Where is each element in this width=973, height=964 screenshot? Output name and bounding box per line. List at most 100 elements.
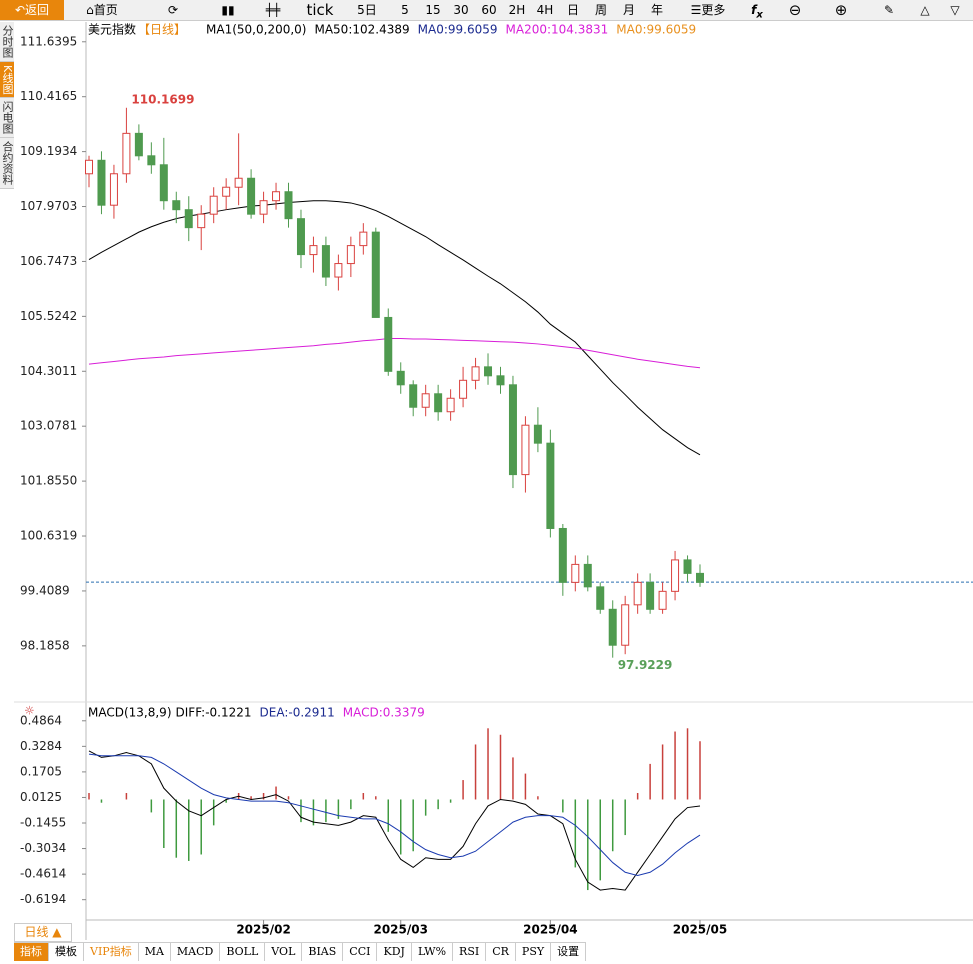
period-button[interactable]: 15 — [425, 3, 441, 17]
candle-body — [359, 231, 368, 247]
candle-body — [172, 200, 181, 211]
draw-icon[interactable]: ✎ — [883, 3, 895, 17]
indicator-tab[interactable]: RSI — [453, 943, 487, 961]
y-tick-label: 107.9703 — [20, 199, 77, 213]
more-button[interactable]: ☰更多 — [690, 3, 726, 17]
candle-body — [546, 442, 555, 529]
side-tab[interactable]: 分时图 — [0, 22, 14, 62]
candle-body — [646, 581, 655, 610]
zoom-out-icon[interactable]: ⊖ — [788, 1, 802, 19]
candle-body — [621, 604, 630, 646]
indicator-tab[interactable]: VIP指标 — [84, 943, 139, 961]
candle-body — [508, 384, 517, 476]
period-button[interactable]: 4H — [536, 3, 554, 17]
candle-body — [533, 424, 542, 444]
period-button[interactable]: 月 — [622, 3, 635, 17]
y-tick-label: 103.0781 — [20, 419, 77, 433]
y-tick-label: 98.1858 — [20, 638, 70, 652]
home-button[interactable]: ⌂首页 — [86, 3, 118, 17]
candle-body — [421, 393, 430, 408]
x-tick-label: 2025/04 — [523, 923, 577, 937]
period-button[interactable]: 日线 ▲ — [14, 923, 72, 942]
candle-body — [222, 186, 231, 197]
legend-entry: MA50:102.4389 — [314, 23, 409, 37]
label: 更多 — [701, 3, 726, 17]
refresh-icon[interactable]: ⟳ — [167, 3, 179, 17]
candle-body — [583, 563, 592, 588]
side-tab[interactable]: 闪电图 — [0, 98, 14, 139]
y-tick-label: 109.1934 — [20, 144, 77, 158]
candle-body — [134, 132, 143, 157]
candle-body — [558, 527, 567, 583]
label: 首页 — [93, 3, 118, 17]
candle-body — [683, 559, 692, 574]
y-tick-label: 0.0125 — [20, 790, 62, 804]
y-tick-label: -0.6194 — [20, 892, 66, 906]
indicator-tab[interactable]: BIAS — [302, 943, 344, 961]
candle-body — [409, 384, 418, 408]
indicator-tabs: 指标 模板 VIP指标 MA MACD BOLL VOL BIAS CCI KDJ LW% RSI CR… — [14, 942, 587, 961]
indicator-tab[interactable]: 模板 — [49, 943, 84, 961]
y-tick-label: 99.4089 — [20, 583, 70, 597]
indicator-tab[interactable]: CR — [486, 943, 516, 961]
y-tick-label: 111.6395 — [20, 34, 77, 48]
chart: ☼ 111.6395 110.4165 109.1934 107.9703 106.74… — [14, 22, 973, 940]
period-label: 【日线】 — [138, 23, 186, 37]
indicator-tab[interactable]: CCI — [343, 943, 378, 961]
y-tick-label: 106.7473 — [20, 254, 77, 268]
period-button[interactable]: 5日 — [357, 3, 377, 17]
bar-icon[interactable]: ▮▮ — [221, 3, 235, 17]
indicator-tab[interactable]: 设置 — [551, 943, 587, 961]
period-button[interactable]: 30 — [453, 3, 469, 17]
indicator-line — [88, 753, 701, 877]
y-tick-label: -0.1455 — [20, 816, 66, 830]
up-icon[interactable]: △ — [920, 3, 930, 17]
legend-entry: MA0:99.6059 — [418, 23, 498, 37]
period-button[interactable]: 年 — [650, 3, 663, 17]
indicator-tab[interactable]: PSY — [516, 943, 552, 961]
chart-title: 美元指数 — [88, 22, 136, 37]
y-tick-label: 0.3284 — [20, 739, 62, 753]
y-tick-label: 100.6319 — [20, 529, 77, 543]
period-button[interactable]: 周 — [594, 3, 607, 17]
side-tab[interactable]: 合约资料 — [0, 138, 14, 190]
indicator-tab[interactable]: VOL — [265, 943, 303, 961]
candle-body — [696, 572, 704, 583]
y-tick-label: -0.3034 — [20, 841, 66, 855]
candle-body — [346, 245, 355, 265]
candle-body — [85, 159, 93, 175]
candle-body — [484, 366, 493, 377]
legend-entry: MA1(50,0,200,0) — [206, 23, 306, 37]
indicator-tab[interactable]: LW% — [412, 943, 454, 961]
indicator-tab[interactable]: MA — [139, 943, 171, 961]
candle-icon[interactable]: ╪╪ — [265, 3, 281, 17]
candle-body — [596, 586, 605, 610]
period-button[interactable]: 日 — [566, 3, 579, 17]
indicator-tab[interactable]: MACD — [171, 943, 221, 961]
zoom-in-icon[interactable]: ⊕ — [834, 1, 848, 19]
back-button[interactable]: ↶返回 — [0, 0, 64, 20]
legend-entry: DEA:-0.2911 — [260, 706, 335, 720]
tick-button[interactable]: tick — [306, 1, 334, 19]
y-tick-label: -0.4614 — [20, 867, 66, 881]
y-tick-label: 104.3011 — [20, 364, 77, 378]
down-icon[interactable]: ▽ — [950, 3, 960, 17]
side-tab[interactable]: K线图 — [0, 62, 14, 99]
indicator-tab[interactable]: KDJ — [377, 943, 412, 961]
y-tick-label: 110.4165 — [20, 89, 77, 103]
indicator-tab[interactable]: BOLL — [220, 943, 266, 961]
settings-icon[interactable]: ☼ — [24, 704, 35, 718]
fx-icon[interactable]: fx — [751, 3, 763, 21]
candle-body — [272, 191, 281, 202]
sidebar: 分时图 K线图 闪电图 合约资料 — [0, 22, 14, 190]
indicator-line — [88, 338, 701, 369]
candle-body — [234, 177, 243, 188]
candle-body — [334, 263, 343, 278]
period-button[interactable]: 5 — [401, 3, 409, 17]
indicator-tab[interactable]: 指标 — [14, 943, 49, 961]
candle-body — [496, 375, 505, 386]
indicator-line — [88, 200, 701, 456]
candle-body — [396, 370, 405, 386]
period-button[interactable]: 60 — [481, 3, 497, 17]
period-button[interactable]: 2H — [508, 3, 526, 17]
